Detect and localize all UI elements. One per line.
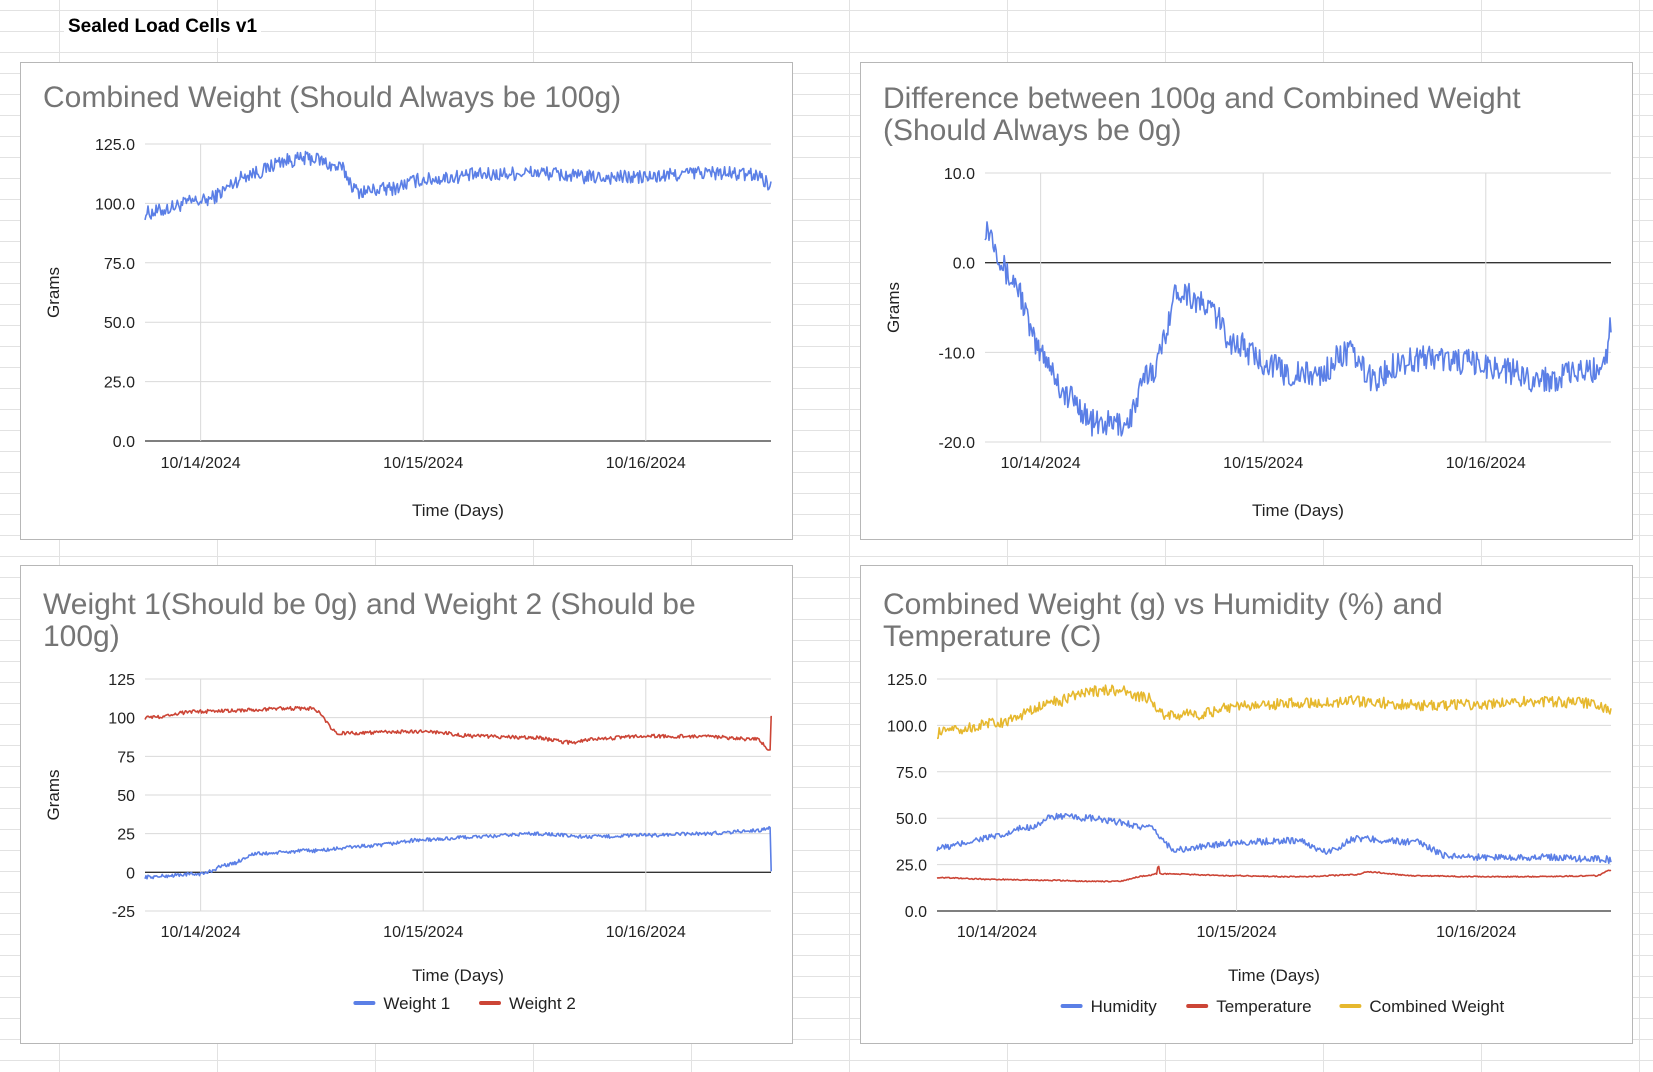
chart-title: Difference between 100g and Combined Wei… — [883, 82, 1521, 115]
x-tick-label: 10/14/2024 — [1001, 455, 1081, 472]
x-tick-label: 10/16/2024 — [1436, 924, 1516, 941]
x-tick-label: 10/14/2024 — [161, 455, 241, 472]
temperature-line — [936, 865, 1612, 883]
x-tick-label: 10/15/2024 — [1197, 924, 1277, 941]
y-tick-label: -10.0 — [939, 345, 976, 362]
y-axis-title: Grams — [44, 267, 63, 318]
sheet-title: Sealed Load Cells v1 — [64, 16, 262, 38]
chart-panel-weight-humidity-temp[interactable]: Combined Weight (g) vs Humidity (%) and T… — [860, 565, 1633, 1044]
legend-label: Weight 2 — [509, 994, 576, 1013]
combined-weight-line — [936, 684, 1612, 740]
x-tick-label: 10/14/2024 — [957, 924, 1037, 941]
legend-item-weight-1[interactable]: Weight 1 — [353, 994, 450, 1013]
chart-title: 100g) — [43, 620, 120, 653]
x-tick-label: 10/15/2024 — [383, 455, 463, 472]
chart-title: (Should Always be 0g) — [883, 114, 1182, 147]
y-tick-label: 125.0 — [95, 137, 135, 154]
y-tick-label: -20.0 — [939, 435, 976, 452]
y-axis-title: Grams — [884, 282, 903, 333]
x-axis-title: Time (Days) — [412, 966, 504, 985]
y-tick-label: 75 — [117, 749, 135, 766]
y-tick-label: 0 — [126, 865, 135, 882]
chart-svg: Combined Weight (Should Always be 100g) 1… — [43, 81, 772, 520]
x-axis-title: Time (Days) — [1228, 966, 1320, 985]
y-tick-label: 100.0 — [887, 718, 927, 735]
y-tick-label: 75.0 — [104, 256, 135, 273]
weight-2-line — [144, 705, 772, 751]
chart-panel-difference[interactable]: Difference between 100g and Combined Wei… — [860, 62, 1633, 540]
humidity-line — [936, 812, 1612, 865]
y-tick-label: 125 — [108, 672, 135, 689]
x-axis-title: Time (Days) — [1252, 501, 1344, 520]
legend-label: Weight 1 — [383, 994, 450, 1013]
legend-label: Combined Weight — [1369, 997, 1504, 1016]
x-tick-label: 10/16/2024 — [606, 924, 686, 941]
y-tick-label: 125.0 — [887, 672, 927, 689]
chart-svg: Difference between 100g and Combined Wei… — [883, 82, 1612, 520]
legend-item-weight-2[interactable]: Weight 2 — [479, 994, 576, 1013]
chart-title: Weight 1(Should be 0g) and Weight 2 (Sho… — [43, 588, 696, 621]
y-tick-label: 0.0 — [113, 434, 135, 451]
x-tick-label: 10/16/2024 — [606, 455, 686, 472]
y-tick-label: 0.0 — [905, 904, 927, 921]
weight-1-line — [144, 825, 772, 880]
y-tick-label: 50.0 — [896, 811, 927, 828]
chart-panel-weight1-weight2[interactable]: Weight 1(Should be 0g) and Weight 2 (Sho… — [20, 565, 793, 1044]
y-tick-label: 10.0 — [944, 166, 975, 183]
y-tick-label: 25 — [117, 827, 135, 844]
chart-svg: Combined Weight (g) vs Humidity (%) andT… — [883, 588, 1612, 1016]
x-tick-label: 10/16/2024 — [1446, 455, 1526, 472]
y-tick-label: 100 — [108, 711, 135, 728]
x-tick-label: 10/15/2024 — [383, 924, 463, 941]
x-tick-label: 10/14/2024 — [161, 924, 241, 941]
chart-title: Temperature (C) — [883, 620, 1101, 653]
y-tick-label: 0.0 — [953, 256, 975, 273]
y-tick-label: 100.0 — [95, 196, 135, 213]
x-axis-title: Time (Days) — [412, 501, 504, 520]
legend-item-combined-weight[interactable]: Combined Weight — [1339, 997, 1504, 1016]
legend-label: Humidity — [1091, 997, 1158, 1016]
y-tick-label: 25.0 — [896, 858, 927, 875]
y-tick-label: 50 — [117, 788, 135, 805]
y-tick-label: 50.0 — [104, 315, 135, 332]
chart-panel-combined-weight[interactable]: Combined Weight (Should Always be 100g) 1… — [20, 62, 793, 540]
chart-svg: Weight 1(Should be 0g) and Weight 2 (Sho… — [43, 588, 772, 1013]
legend-item-humidity[interactable]: Humidity — [1060, 997, 1158, 1016]
data-line — [984, 221, 1612, 437]
legend-label: Temperature — [1216, 997, 1311, 1016]
x-tick-label: 10/15/2024 — [1223, 455, 1303, 472]
y-axis-title: Grams — [44, 770, 63, 821]
chart-title: Combined Weight (Should Always be 100g) — [43, 81, 621, 114]
chart-title: Combined Weight (g) vs Humidity (%) and — [883, 588, 1443, 621]
legend-item-temperature[interactable]: Temperature — [1186, 997, 1312, 1016]
y-tick-label: 25.0 — [104, 375, 135, 392]
y-tick-label: -25 — [112, 904, 135, 921]
y-tick-label: 75.0 — [896, 765, 927, 782]
data-line — [144, 150, 772, 221]
